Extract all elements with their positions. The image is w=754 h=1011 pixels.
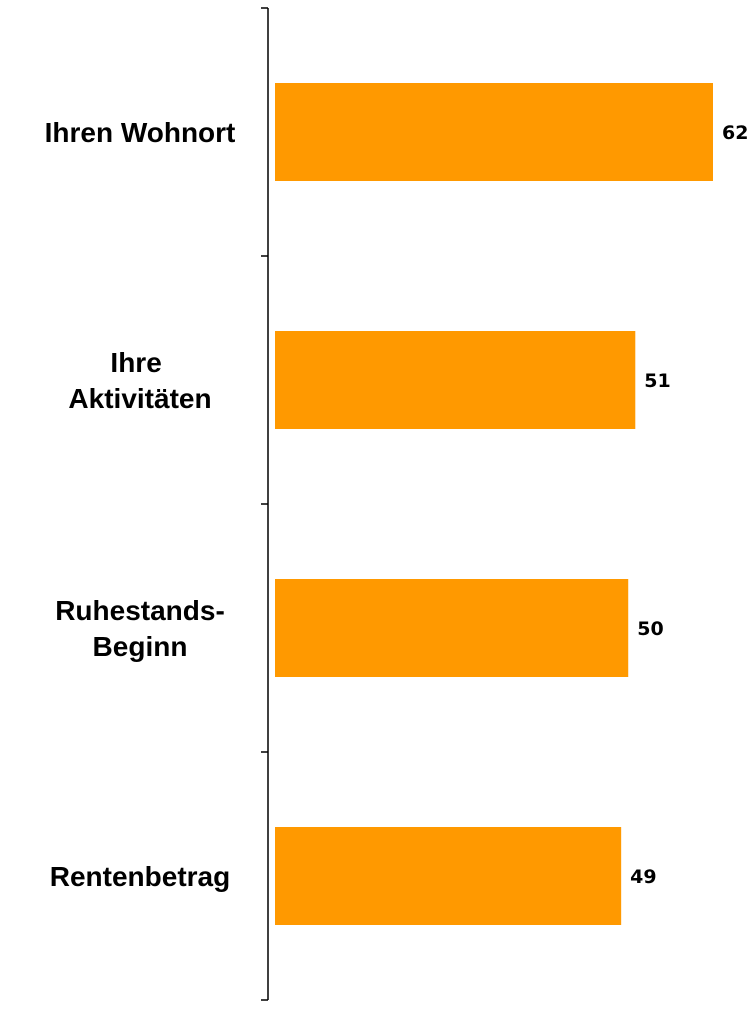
bar	[275, 579, 629, 677]
bar	[275, 83, 713, 181]
bar	[275, 827, 622, 925]
bar	[275, 331, 636, 429]
category-label: Ruhestands-Beginn	[55, 595, 225, 662]
value-label: 62	[722, 122, 748, 144]
category-label: Ihren Wohnort	[45, 117, 236, 148]
value-label: 50	[637, 618, 663, 640]
value-label: 49	[630, 866, 656, 888]
value-label: 51	[644, 370, 670, 392]
category-label: Rentenbetrag	[50, 861, 230, 892]
category-label: Ihre Aktivitäten	[68, 347, 211, 414]
